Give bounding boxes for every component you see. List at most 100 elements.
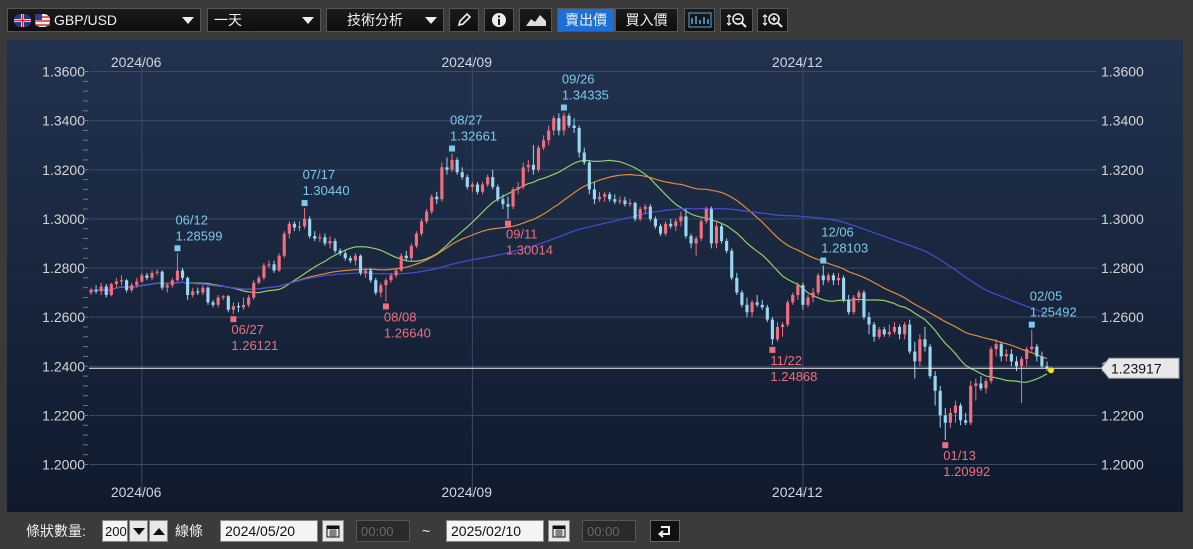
x-tick-label-top: 2024/09: [441, 54, 492, 70]
candle-body: [333, 240, 337, 251]
candle-body: [516, 186, 520, 190]
candle-body: [989, 349, 993, 381]
candle-body: [455, 159, 459, 173]
candle-body: [796, 285, 800, 296]
candle-body: [791, 295, 795, 303]
candle-body: [257, 277, 261, 283]
candle-body: [704, 209, 708, 222]
extreme-marker: [769, 346, 776, 353]
candle-body: [419, 221, 424, 234]
grid-toggle-button[interactable]: [684, 8, 715, 32]
chevron-down-icon: [182, 16, 194, 24]
candle-body: [780, 324, 785, 327]
draw-button[interactable]: [449, 8, 479, 32]
candle-body: [831, 275, 836, 281]
candle-body: [623, 200, 627, 205]
candle-body: [135, 281, 139, 286]
candle-body: [440, 167, 444, 200]
extreme-marker: [382, 303, 389, 310]
extreme-date-label: 06/12: [175, 212, 208, 227]
candle-body: [903, 324, 907, 335]
ma-line-80: [90, 207, 1048, 315]
candle-body: [465, 177, 469, 187]
candle-body: [669, 223, 673, 227]
candle-body: [475, 184, 480, 192]
candle-body: [338, 250, 342, 254]
candle-body: [572, 125, 576, 128]
candle-body: [94, 290, 98, 292]
candle-body: [1030, 346, 1034, 350]
candle-body: [618, 200, 622, 202]
pencil-icon: [457, 12, 472, 27]
start-date-field[interactable]: 2024/05/20: [220, 520, 318, 542]
chart-type-button[interactable]: [519, 8, 552, 32]
start-time-field[interactable]: 00:00: [356, 520, 410, 542]
candle-body: [740, 292, 744, 305]
candle-body: [160, 271, 164, 288]
tech-analysis-select[interactable]: 技術分析: [326, 8, 444, 32]
candle-body: [109, 283, 113, 296]
count-down-button[interactable]: [129, 520, 148, 542]
start-calendar-button[interactable]: [322, 520, 344, 542]
candle-body: [409, 245, 413, 259]
count-up-button[interactable]: [149, 520, 168, 542]
candle-body: [806, 297, 810, 305]
candle-body: [745, 304, 749, 313]
candle-body: [384, 280, 388, 286]
candle-body: [404, 255, 408, 259]
apply-button[interactable]: [650, 520, 680, 542]
candle-body: [491, 177, 495, 187]
grid-chart-icon: [688, 12, 711, 28]
candle-body: [755, 302, 759, 305]
extreme-value-label: 1.34335: [562, 88, 609, 103]
candle-body: [201, 287, 205, 293]
period-select[interactable]: 一天: [207, 8, 321, 32]
candle-body: [562, 115, 566, 131]
candle-body: [694, 238, 698, 244]
extreme-date-label: 11/22: [770, 353, 802, 368]
chart-area[interactable]: 1.20001.20001.22001.22001.24001.24001.26…: [7, 40, 1183, 512]
candle-body: [897, 326, 902, 335]
extreme-date-label: 08/27: [450, 113, 483, 128]
candle-body: [165, 285, 169, 288]
extreme-date-label: 01/13: [943, 448, 976, 463]
candle-body: [592, 189, 597, 200]
info-button[interactable]: [484, 8, 514, 32]
extreme-marker: [820, 257, 827, 264]
x-tick-label-bottom: 2024/09: [441, 484, 492, 500]
candle-body: [389, 275, 393, 281]
extreme-date-label: 09/26: [562, 72, 595, 87]
candle-body: [826, 275, 830, 281]
candle-body: [923, 339, 927, 347]
range-tilde: ~: [422, 523, 431, 539]
count-input[interactable]: 200: [102, 520, 128, 542]
candle-body: [664, 223, 668, 234]
pair-select[interactable]: GBP/USD: [7, 8, 201, 32]
end-time-field[interactable]: 00:00: [582, 520, 636, 542]
candle-body: [709, 209, 713, 244]
candle-body: [236, 306, 241, 308]
x-tick-label-top: 2024/06: [111, 54, 162, 70]
candle-body: [862, 292, 866, 318]
zoom-out-button[interactable]: [720, 8, 753, 32]
calendar-icon: [552, 525, 566, 538]
candle-body: [119, 280, 124, 282]
bottom-bar: 條狀數量: 200 線條 2024/05/20 00:00 ~ 2025/02/…: [0, 512, 1193, 549]
candle-body: [699, 221, 703, 239]
zoom-in-button[interactable]: [757, 8, 788, 32]
candle-body: [633, 202, 637, 219]
candle-body: [979, 383, 983, 389]
moving-averages: [90, 159, 1048, 383]
current-price-tag: [1100, 357, 1180, 379]
candle-body: [348, 258, 352, 261]
candle-body: [374, 280, 378, 293]
candle-body: [262, 265, 266, 278]
end-date-field[interactable]: 2025/02/10: [446, 520, 544, 542]
y-tick-label-right: 1.2600: [1101, 309, 1144, 325]
candle-body: [277, 255, 281, 271]
candle-body: [877, 329, 881, 337]
end-calendar-button[interactable]: [548, 520, 570, 542]
buy-price-toggle[interactable]: 買入價: [615, 8, 678, 32]
price-chart[interactable]: 1.20001.20001.22001.22001.24001.24001.26…: [7, 40, 1183, 512]
sell-price-toggle[interactable]: 賣出價: [557, 8, 615, 32]
